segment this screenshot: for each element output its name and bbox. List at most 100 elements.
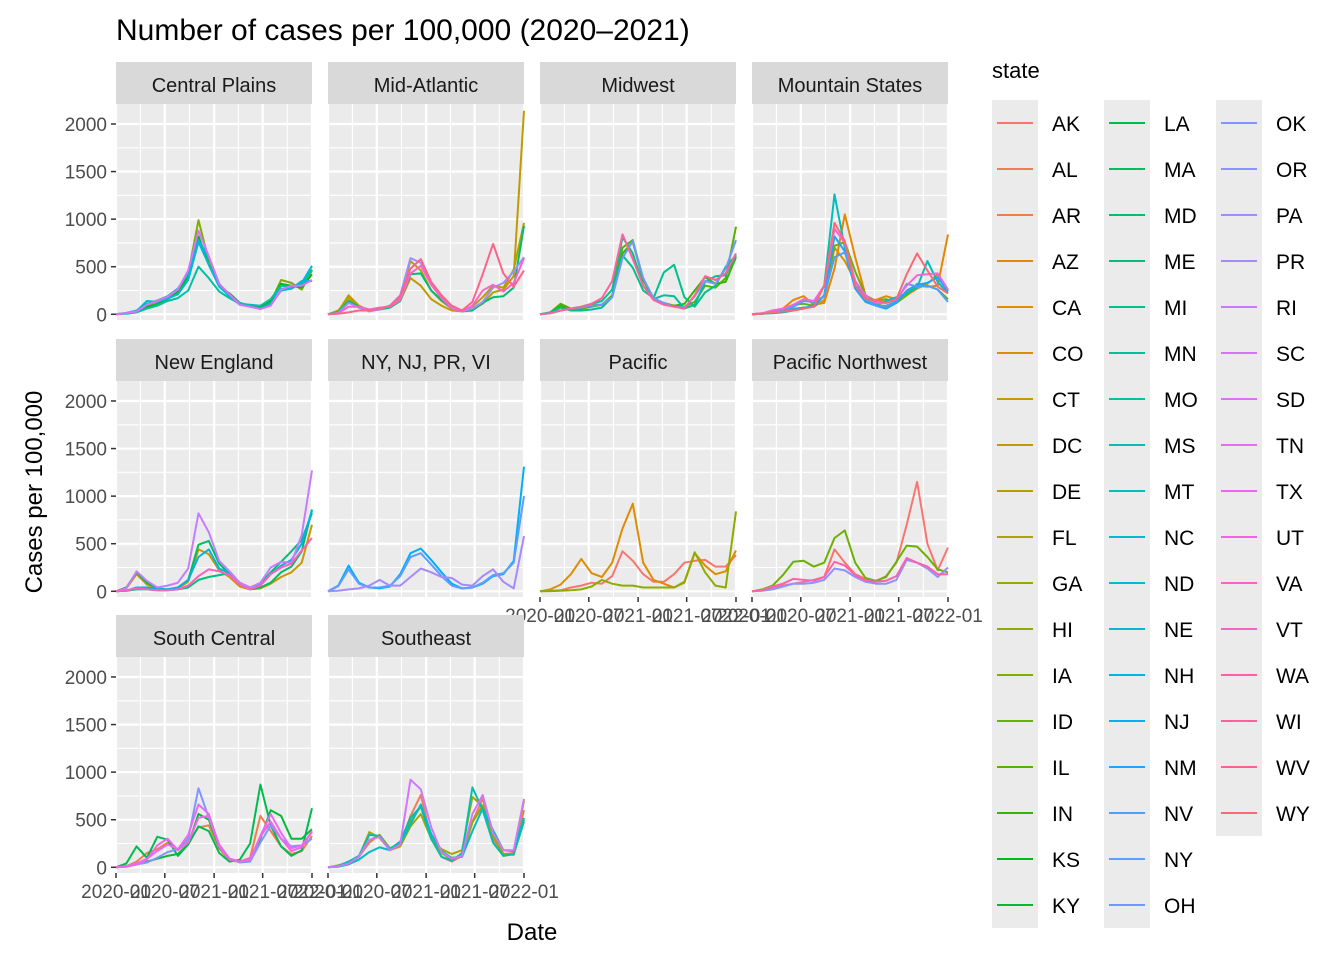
series-line-mo	[115, 265, 313, 316]
facet-strip	[116, 62, 312, 104]
legend-item-wy: WY	[1221, 803, 1310, 826]
legend-label: IA	[1052, 665, 1072, 688]
x-tick-label: 2020-01	[717, 606, 787, 627]
chart-title: Number of cases per 100,000 (2020–2021)	[116, 14, 690, 47]
legend-label: AR	[1052, 205, 1081, 228]
y-tick-label: 500	[75, 811, 107, 832]
legend-key-background	[1216, 100, 1262, 836]
facet-strip	[328, 615, 524, 657]
y-tick-label: 1000	[65, 487, 107, 508]
legend-item-nh: NH	[1109, 665, 1194, 688]
legend-item-dc: DC	[997, 435, 1082, 458]
series-line-hi	[539, 511, 737, 593]
x-tick-label: 2020-07	[130, 882, 200, 903]
series-line-wa	[751, 557, 948, 593]
legend-label: WA	[1276, 665, 1309, 688]
legend-items: AK AL AR AZ CA CO CT DC DE FL GA HI IA ID IL IN KS KY LA MA…	[992, 100, 1310, 928]
y-tick-label: 1500	[65, 716, 107, 737]
legend-item-pa: PA	[1221, 205, 1302, 228]
legend-label: LA	[1164, 113, 1190, 136]
facet-strip-label: Mountain States	[778, 75, 923, 97]
legend-label: CT	[1052, 389, 1080, 412]
legend-label: KS	[1052, 849, 1080, 872]
legend-item-ia: IA	[997, 665, 1072, 688]
legend-label: FL	[1052, 527, 1077, 550]
legend-label: WV	[1276, 757, 1310, 780]
x-tick-label: 2020-01	[293, 882, 363, 903]
legend-label: TX	[1276, 481, 1303, 504]
series-line-vt	[115, 537, 313, 593]
legend-item-ne: NE	[1109, 619, 1193, 642]
x-tick-label: 2020-07	[766, 606, 836, 627]
legend-label: DC	[1052, 435, 1082, 458]
legend-label: VT	[1276, 619, 1303, 642]
facet-strip	[328, 339, 524, 381]
legend-label: DE	[1052, 481, 1081, 504]
facet-strip-label: NY, NJ, PR, VI	[361, 352, 491, 374]
x-tick-label: 2021-01	[815, 606, 885, 627]
legend-item-va: VA	[1221, 573, 1302, 596]
legend-label: NM	[1164, 757, 1197, 780]
legend-label: OR	[1276, 159, 1308, 182]
legend-label: PR	[1276, 251, 1305, 274]
legend-item-ca: CA	[997, 297, 1081, 320]
legend-item-sc: SC	[1221, 343, 1305, 366]
legend-item-az: AZ	[997, 251, 1079, 274]
series-line-ak	[539, 550, 737, 593]
legend-label: OK	[1276, 113, 1306, 136]
legend-item-tx: TX	[1221, 481, 1303, 504]
legend-item-mo: MO	[1109, 389, 1198, 412]
legend-label: NE	[1164, 619, 1193, 642]
legend-item-nj: NJ	[1109, 711, 1190, 734]
legend-label: NH	[1164, 665, 1194, 688]
legend-item-ut: UT	[1221, 527, 1304, 550]
x-tick-label: 2022-01	[913, 606, 983, 627]
legend-item-fl: FL	[997, 527, 1077, 550]
legend-label: MS	[1164, 435, 1196, 458]
facet-panel-new-england: New England 0 500 1000 1500 2000	[65, 339, 314, 603]
legend-item-ms: MS	[1109, 435, 1196, 458]
x-tick-label: 2022-01	[277, 882, 347, 903]
series-line-wv	[327, 242, 525, 316]
legend-label: TN	[1276, 435, 1304, 458]
facet-strip-label: New England	[155, 352, 274, 374]
legend-item-id: ID	[997, 711, 1073, 734]
legend-item-ny: NY	[1109, 849, 1193, 872]
series-line-nh	[115, 510, 313, 593]
legend-item-pr: PR	[1221, 251, 1305, 274]
legend-item-nd: ND	[1109, 573, 1194, 596]
legend-item-in: IN	[997, 803, 1073, 826]
series-line-tx	[115, 814, 313, 869]
series-line-va	[327, 257, 525, 316]
legend-label: HI	[1052, 619, 1073, 642]
legend-label: SC	[1276, 343, 1305, 366]
y-tick-label: 2000	[65, 115, 107, 136]
x-tick-label: 2022-01	[701, 606, 771, 627]
facet-panel-pacific-northwest: Pacific Northwest2020-012020-072021-0120…	[717, 339, 983, 627]
legend-label: MT	[1164, 481, 1194, 504]
series-line-sc	[327, 778, 525, 869]
legend-item-ks: KS	[997, 849, 1080, 872]
legend-item-oh: OH	[1109, 895, 1196, 918]
legend-label: MI	[1164, 297, 1187, 320]
legend-label: WY	[1276, 803, 1310, 826]
legend-item-tn: TN	[1221, 435, 1304, 458]
y-tick-label: 1500	[65, 163, 107, 184]
y-axis-title: Cases per 100,000	[21, 391, 48, 594]
facet-strip	[116, 339, 312, 381]
x-tick-label: 2022-01	[489, 882, 559, 903]
legend-label: CA	[1052, 297, 1081, 320]
series-line-ma	[115, 509, 313, 593]
facet-strip-label: Midwest	[601, 75, 675, 97]
legend-item-vt: VT	[1221, 619, 1303, 642]
legend-item-ri: RI	[1221, 297, 1297, 320]
y-tick-label: 1500	[65, 440, 107, 461]
facet-strip	[752, 339, 948, 381]
facet-strip-label: Central Plains	[152, 75, 277, 97]
series-line-ca	[539, 502, 737, 593]
facet-panel-southeast: Southeast 2020-012020-072021-012021-07202…	[293, 615, 559, 903]
facet-panel-mid-atlantic: Mid-Atlantic	[326, 62, 526, 320]
facet-panel-south-central: South Central 0 500 1000 1500 2000 2020-012020…	[65, 615, 347, 903]
x-tick-label: 2021-07	[652, 606, 722, 627]
